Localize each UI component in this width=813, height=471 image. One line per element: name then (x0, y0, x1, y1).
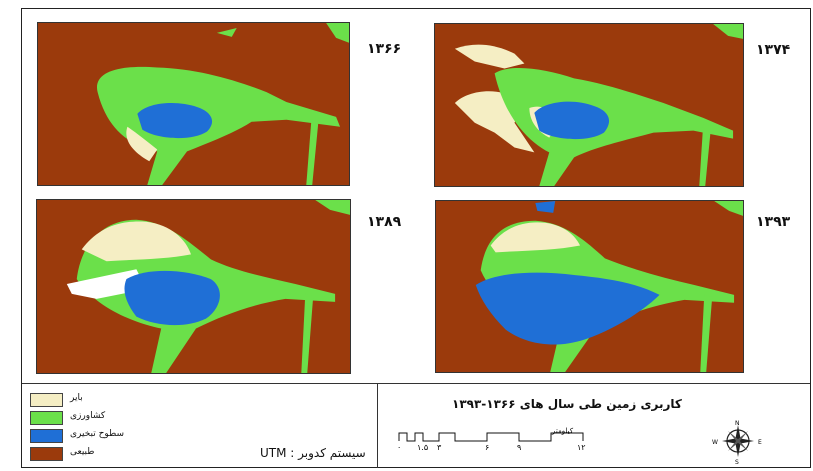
land-use-map-1366 (38, 23, 349, 185)
map-sheet: ۱۳۶۶ ۱۳۷۴ ۱۳۸۹ (21, 8, 811, 468)
scale-tick-1: ۱.۵ (417, 443, 429, 452)
compass-e: E (758, 439, 762, 446)
legend-divider (377, 383, 378, 468)
divider-line (22, 383, 810, 384)
compass-w: W (712, 439, 718, 446)
land-use-map-1374 (435, 24, 743, 186)
legend-item-barren: بایر (30, 393, 370, 407)
year-label-1374: ۱۳۷۴ (756, 42, 791, 58)
map-panel-1389 (36, 199, 351, 374)
scale-tick-4: ۹ (517, 443, 522, 452)
year-label-1389: ۱۳۸۹ (367, 214, 402, 230)
scale-tick-5: ۱۲ (577, 443, 586, 452)
scale-bar: ۰ ۱.۵ ۳ ۶ ۹ ۱۲ کیلومتر (397, 427, 592, 461)
compass-rose-icon: N S W E (712, 420, 762, 466)
legend-item-natural: طبیعی (30, 447, 370, 461)
legend-label-barren: بایر (70, 393, 83, 403)
legend-item-evaporative: سطوح تبخیری (30, 429, 370, 443)
scale-tick-3: ۶ (485, 443, 490, 452)
compass-n: N (735, 420, 740, 427)
legend-label-natural: طبیعی (70, 447, 95, 457)
compass-s: S (735, 459, 739, 464)
legend-label-agriculture: کشاورزی (70, 411, 106, 421)
scale-unit-label: کیلومتر (552, 427, 574, 435)
scale-tick-0: ۰ (397, 443, 402, 452)
legend-swatch-agriculture (30, 411, 63, 425)
year-label-1366: ۱۳۶۶ (367, 41, 402, 57)
land-use-map-1389 (37, 200, 350, 373)
scale-bar-graphic (398, 432, 584, 442)
legend: بایر کشاورزی سطوح تبخیری طبیعی (30, 391, 380, 466)
compass-rose: N S W E (708, 419, 768, 466)
legend-swatch-evaporative (30, 429, 63, 443)
coordinate-system-label: سیستم کدوبر : UTM (260, 446, 366, 460)
legend-swatch-barren (30, 393, 63, 407)
map-panel-1366 (37, 22, 350, 186)
legend-label-evaporative: سطوح تبخیری (70, 429, 124, 439)
land-use-map-1393 (436, 201, 743, 372)
map-panel-1374 (434, 23, 744, 187)
year-label-1393: ۱۳۹۳ (756, 214, 791, 230)
legend-swatch-natural (30, 447, 63, 461)
map-panel-1393 (435, 200, 744, 373)
scale-tick-2: ۳ (437, 443, 442, 452)
legend-item-agriculture: کشاورزی (30, 411, 370, 425)
map-title: کاربری زمین طی سال های ۱۳۶۶-۱۳۹۳ (452, 397, 682, 411)
